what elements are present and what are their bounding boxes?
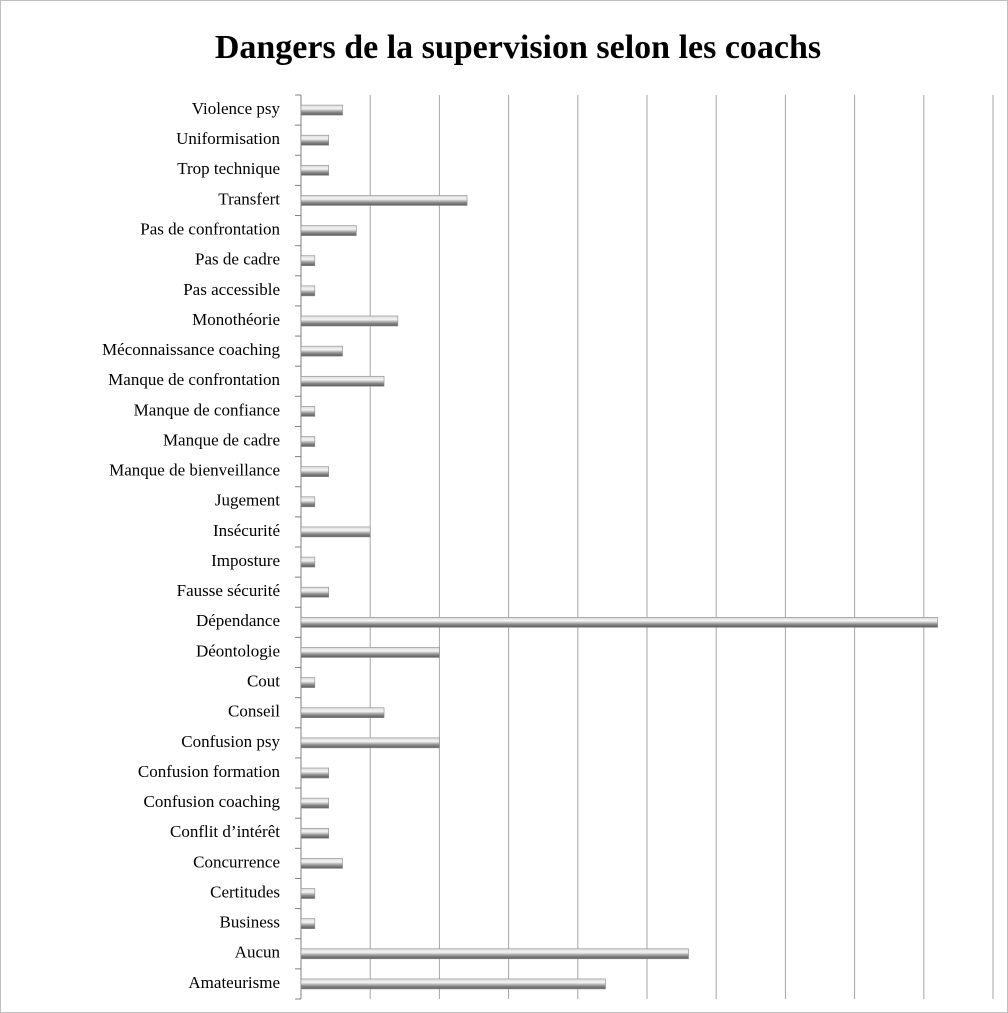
y-tick-label: Dépendance <box>196 611 280 630</box>
y-tick-label: Pas accessible <box>183 280 280 299</box>
y-tick-label: Manque de confiance <box>134 400 280 419</box>
y-tick-label: Concurrence <box>193 852 280 871</box>
bar <box>300 797 329 809</box>
y-tick-label: Manque de confrontation <box>108 370 280 389</box>
y-tick-label: Insécurité <box>213 521 280 540</box>
y-tick-label: Trop technique <box>177 159 280 178</box>
y-tick-label: Pas de cadre <box>195 250 280 269</box>
bar <box>300 586 329 598</box>
bar <box>300 496 316 508</box>
bar <box>300 526 371 538</box>
bar <box>300 737 440 749</box>
bar <box>300 255 316 267</box>
y-tick-label: Manque de bienveillance <box>109 461 280 480</box>
bar <box>300 888 316 899</box>
bar <box>300 285 316 297</box>
bar <box>300 677 316 688</box>
y-tick-label: Conseil <box>228 702 280 721</box>
bar <box>300 978 606 990</box>
y-tick-label: Monothéorie <box>192 310 280 329</box>
bar <box>300 827 329 839</box>
y-tick-label: Business <box>220 913 280 932</box>
bar <box>300 165 329 176</box>
y-tick-label: Amateurisme <box>188 973 280 992</box>
bar <box>300 134 329 146</box>
y-tick-label: Imposture <box>211 551 280 570</box>
bar <box>300 406 316 417</box>
bar <box>300 918 316 929</box>
bar <box>300 436 316 447</box>
y-tick-label: Pas de confrontation <box>140 220 280 239</box>
bar <box>300 617 938 628</box>
bar <box>300 647 440 658</box>
bar <box>300 556 316 568</box>
y-tick-label: Méconnaissance coaching <box>102 340 280 359</box>
chart-title: Dangers de la supervision selon les coac… <box>215 29 821 66</box>
bar <box>300 195 468 206</box>
bar <box>300 948 689 960</box>
y-tick-label: Aucun <box>235 943 281 962</box>
y-tick-label: Conflit d’intérêt <box>170 822 280 841</box>
bar <box>300 315 399 327</box>
y-tick-label: Fausse sécurité <box>177 581 280 600</box>
y-tick-label: Confusion coaching <box>144 792 281 811</box>
bar <box>300 225 357 236</box>
bar <box>300 375 385 387</box>
y-tick-label: Transfert <box>218 189 280 208</box>
y-tick-label: Violence psy <box>192 99 281 118</box>
y-tick-label: Confusion psy <box>181 732 280 751</box>
y-tick-label: Déontologie <box>196 641 280 660</box>
y-tick-label: Certitudes <box>210 882 280 901</box>
y-tick-label: Manque de cadre <box>163 430 280 449</box>
y-tick-label: Confusion formation <box>138 762 281 781</box>
bar <box>300 707 385 719</box>
bar <box>300 104 343 116</box>
y-tick-label: Uniformisation <box>176 129 280 148</box>
y-tick-label: Cout <box>247 672 280 691</box>
bar <box>300 767 329 779</box>
bar <box>300 466 329 477</box>
bar <box>300 345 343 357</box>
bar <box>300 858 343 869</box>
y-tick-label: Jugement <box>215 491 280 510</box>
